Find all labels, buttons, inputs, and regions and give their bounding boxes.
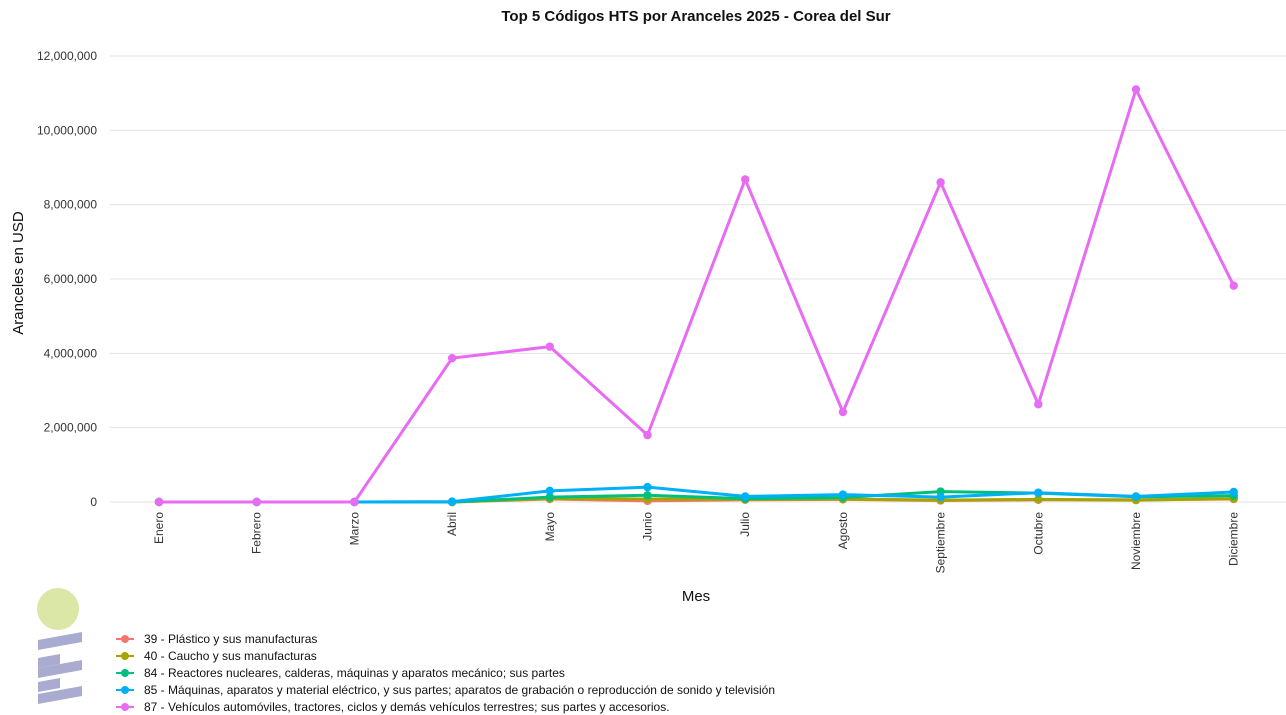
x-tick-label: Febrero	[250, 512, 264, 554]
data-point	[252, 497, 261, 507]
data-point	[545, 486, 554, 496]
data-point	[545, 342, 554, 351]
legend-label: 39 - Plástico y sus manufacturas	[144, 631, 318, 646]
y-axis-ticks: 0 2,000,000 4,000,000 6,000,000 8,000,000 10,…	[37, 49, 97, 509]
data-point	[741, 492, 750, 501]
legend-label: 84 - Reactores nucleares, calderas, máqu…	[144, 665, 565, 680]
logo-bar	[38, 678, 60, 692]
grid-layer	[110, 55, 1286, 503]
legend-key	[116, 632, 134, 646]
legend-label: 87 - Vehículos automóviles, tractores, c…	[144, 699, 670, 714]
data-point	[643, 491, 652, 500]
x-tick-label: Abril	[445, 512, 459, 536]
legend: 39 - Plástico y sus manufacturas 40 - Cau…	[116, 630, 775, 715]
y-axis-title: Aranceles en USD	[10, 211, 27, 335]
series	[154, 85, 1238, 507]
data-point	[1229, 281, 1238, 290]
data-point	[1229, 487, 1238, 497]
legend-key	[116, 666, 134, 680]
data-point	[936, 492, 945, 502]
series-layer	[154, 85, 1238, 507]
x-tick-label: Octubre	[1031, 512, 1045, 555]
data-point	[643, 482, 652, 492]
x-tick-label: Marzo	[347, 512, 361, 546]
data-point	[838, 407, 848, 417]
y-tick-label: 12,000,000	[37, 49, 97, 63]
legend-label: 85 - Máquinas, aparatos y material eléct…	[144, 682, 776, 697]
data-point	[1131, 85, 1141, 94]
legend-label: 40 - Caucho y sus manufacturas	[144, 648, 317, 663]
x-tick-label: Septiembre	[934, 512, 948, 574]
data-point	[154, 497, 164, 507]
series-line	[159, 87, 1236, 504]
legend-item: 39 - Plástico y sus manufacturas	[116, 630, 775, 647]
x-axis-ticks: Enero Febrero Marzo Abril Mayo Junio Julio Agos…	[152, 512, 1241, 574]
logo-bar	[38, 660, 82, 678]
logo-bar	[38, 632, 82, 650]
y-tick-label: 0	[90, 495, 97, 509]
legend-item: 84 - Reactores nucleares, calderas, máqu…	[116, 664, 775, 681]
y-tick-label: 4,000,000	[44, 346, 98, 360]
x-tick-label: Mayo	[543, 512, 557, 542]
logo-circle	[37, 588, 79, 630]
data-point	[1034, 400, 1043, 409]
logo-bar	[38, 686, 82, 704]
data-point	[1034, 488, 1043, 497]
x-tick-label: Enero	[152, 512, 166, 544]
chart-title: Top 5 Códigos HTS por Aranceles 2025 - C…	[501, 8, 890, 25]
y-tick-label: 8,000,000	[44, 198, 98, 212]
data-point	[545, 492, 554, 502]
y-tick-label: 2,000,000	[44, 421, 98, 435]
x-tick-label: Noviembre	[1129, 512, 1143, 570]
x-tick-label: Julio	[738, 512, 752, 537]
legend-key	[116, 649, 134, 663]
data-point	[643, 430, 652, 440]
legend-item: 87 - Vehículos automóviles, tractores, c…	[116, 698, 775, 715]
legend-key	[116, 700, 134, 714]
logo-bar	[38, 654, 60, 668]
data-point	[1034, 495, 1043, 504]
x-tick-label: Junio	[641, 512, 655, 541]
legend-item: 40 - Caucho y sus manufacturas	[116, 647, 775, 664]
legend-item: 85 - Máquinas, aparatos y material eléct…	[116, 681, 775, 698]
x-axis-title: Mes	[682, 588, 710, 605]
data-point	[1131, 492, 1141, 501]
data-point	[741, 175, 750, 184]
y-tick-label: 10,000,000	[37, 123, 97, 137]
legend-key	[116, 683, 134, 697]
logo	[37, 588, 82, 704]
x-tick-label: Agosto	[836, 512, 850, 550]
data-point	[936, 178, 945, 187]
data-point	[447, 353, 457, 363]
data-point	[350, 497, 359, 507]
y-tick-label: 6,000,000	[44, 272, 98, 286]
data-point	[838, 490, 848, 499]
data-point	[447, 497, 457, 506]
x-tick-label: Diciembre	[1227, 512, 1241, 566]
